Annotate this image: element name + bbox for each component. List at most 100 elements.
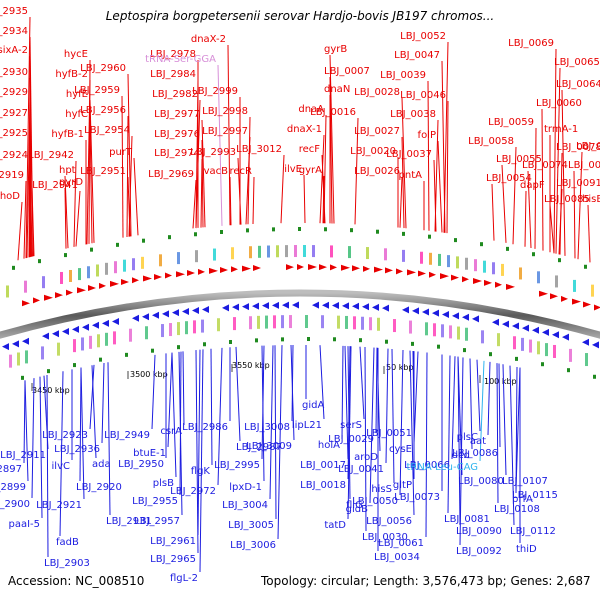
reverse-gene-arrow — [112, 318, 119, 326]
chromosome-backbone — [0, 289, 600, 339]
reverse-gene-label: LBJ_2957 — [134, 516, 180, 527]
marker-dot — [229, 339, 232, 344]
forward-leader-line — [127, 176, 131, 237]
reverse-leader-line — [496, 363, 499, 504]
forward-leader-line — [217, 64, 223, 226]
forward-gene-arrow — [209, 267, 218, 274]
forward-gene-label: trmA-1 — [544, 124, 578, 135]
feature-bar — [169, 323, 172, 337]
feature-bar — [273, 315, 276, 329]
forward-gene-label: LBJ_0059 — [488, 117, 534, 128]
reverse-leader-line — [31, 378, 35, 499]
forward-gene-arrow — [462, 276, 469, 283]
forward-leader-line — [237, 157, 242, 225]
marker-dot — [584, 264, 587, 269]
marker-dot — [324, 227, 327, 232]
marker-dot — [142, 238, 145, 243]
feature-bar — [249, 246, 252, 259]
forward-gene-label: LBJ_2993 — [190, 147, 236, 158]
reverse-leader-line — [79, 367, 82, 482]
forward-gene-label: LBJ_0007 — [324, 66, 370, 77]
forward-gene-label: hyfC — [65, 109, 88, 120]
marker-dot — [402, 231, 405, 236]
reverse-leader-line — [80, 367, 85, 500]
forward-leader-line — [89, 119, 93, 244]
reverse-leader-line — [171, 352, 177, 478]
forward-gene-arrow — [121, 279, 129, 286]
reverse-gene-label: LBJ_2986 — [182, 422, 228, 433]
reverse-gene-arrow — [592, 341, 599, 349]
feature-bar — [201, 319, 204, 333]
forward-gene-arrow — [594, 304, 600, 311]
reverse-leader-line — [515, 367, 521, 490]
feature-bar — [177, 252, 180, 265]
feature-bar — [193, 320, 196, 334]
feature-bar — [105, 332, 108, 346]
forward-gene-arrow — [220, 266, 228, 273]
forward-gene-label: LBJ_2982 — [152, 89, 198, 100]
forward-gene-arrow — [572, 298, 581, 305]
forward-leader-line — [524, 190, 527, 247]
reverse-gene-arrow — [232, 303, 239, 311]
marker-dot — [489, 352, 492, 357]
forward-leader-line — [303, 174, 306, 224]
forward-leader-line — [587, 204, 591, 263]
forward-leader-line — [192, 179, 197, 229]
reverse-leader-line — [178, 351, 183, 516]
map-title: Leptospira borgpetersenii serovar Hardjo… — [105, 9, 495, 23]
reverse-gene-arrow — [152, 311, 159, 319]
feature-bar — [569, 348, 572, 362]
reverse-gene-arrow — [132, 314, 139, 322]
forward-leader-line — [200, 158, 203, 228]
reverse-gene-label: LBJ_2961 — [150, 536, 196, 547]
forward-gene-label: gyrA — [299, 165, 322, 176]
reverse-gene-arrow — [222, 304, 229, 312]
feature-bar — [114, 261, 117, 274]
forward-gene-arrow — [165, 272, 172, 279]
forward-leader-line — [73, 160, 77, 247]
forward-gene-label: LBJ_0095 — [576, 141, 600, 152]
reverse-gene-arrow — [342, 302, 349, 310]
feature-bar — [366, 247, 369, 260]
reverse-gene-arrow — [292, 301, 299, 309]
reverse-gene-label: dcd — [452, 450, 470, 461]
kbp-label-3550: 3550 kbp — [232, 361, 270, 370]
forward-gene-label: folP — [418, 130, 436, 141]
reverse-gene-label: LBJ_0080 — [458, 476, 504, 487]
reverse-leader-line — [479, 360, 485, 462]
reverse-gene-label: btuE-1 — [133, 448, 166, 459]
marker-dot — [64, 253, 67, 258]
reverse-gene-label: LBJ_0086 — [452, 448, 498, 459]
reverse-gene-label: LBJ_2972 — [170, 486, 216, 497]
forward-gene-label: LBJ_3012 — [236, 144, 282, 155]
forward-gene-arrow — [495, 281, 502, 288]
forward-gene-label: LBJ_2959 — [74, 85, 120, 96]
feature-bar — [384, 248, 387, 261]
feature-bar — [78, 268, 81, 281]
forward-gene-label: LBJ_2925 — [0, 128, 28, 139]
feature-bar — [438, 253, 441, 266]
forward-gene-label: LBJ_2976 — [154, 129, 200, 140]
marker-dot — [12, 265, 15, 270]
reverse-gene-label: LBJ_0115 — [512, 490, 558, 501]
feature-bar — [89, 335, 92, 349]
forward-leader-line — [252, 176, 255, 225]
reverse-strand-genes — [2, 301, 599, 351]
forward-gene-label: hycE — [64, 49, 88, 60]
reverse-gene-label: hisS — [371, 484, 392, 495]
forward-leader-line — [433, 159, 437, 232]
reverse-leader-line — [375, 347, 378, 434]
forward-gene-arrow — [583, 301, 591, 308]
feature-bar — [429, 252, 432, 265]
forward-gene-arrow — [187, 269, 195, 276]
forward-gene-label: LBJ_2984 — [150, 69, 196, 80]
feature-bar — [217, 318, 220, 332]
kbp-label-50: 50 kbp — [386, 363, 414, 372]
reverse-gene-label: LBJ_2931 — [106, 516, 152, 527]
reverse-gene-arrow — [22, 337, 29, 345]
forward-gene-arrow — [286, 264, 294, 271]
reverse-gene-label: LBJ_0030 — [362, 532, 408, 543]
marker-dot — [350, 228, 353, 233]
reverse-gene-arrow — [382, 304, 389, 312]
reverse-gene-label: LBJ_2897 — [0, 464, 22, 475]
